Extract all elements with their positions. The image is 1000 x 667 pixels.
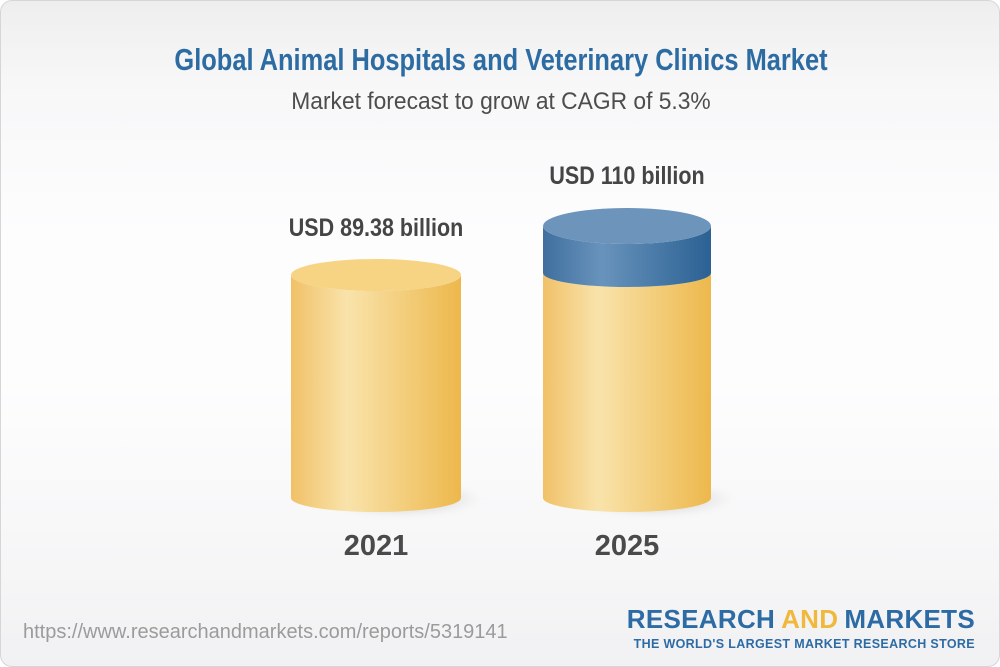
logo-word-and: AND: [781, 604, 839, 634]
source-url: https://www.researchandmarkets.com/repor…: [23, 621, 508, 643]
logo-word-markets: MARKETS: [844, 604, 975, 634]
value-label-2021: USD 89.38 billion: [288, 214, 464, 242]
category-label-2021: 2021: [343, 530, 409, 562]
logo-wordmark: RESEARCH AND MARKETS: [627, 604, 975, 635]
cylinder-2025-base-segment: [543, 273, 711, 512]
logo-word-research: RESEARCH: [626, 604, 776, 634]
researchandmarkets-logo: RESEARCH AND MARKETS THE WORLD'S LARGEST M…: [627, 604, 975, 651]
chart-subtitle: Market forecast to grow at CAGR of 5.3%: [291, 88, 711, 115]
category-label-2025: 2025: [594, 530, 660, 562]
cylinder-2025-growth-segment: [543, 226, 711, 287]
cylinder-bar-2025: [543, 208, 711, 512]
value-label-2025: USD 110 billion: [549, 162, 705, 190]
cylinder-bar-2021: [291, 259, 461, 512]
chart-title: Global Animal Hospitals and Veterinary C…: [174, 42, 828, 77]
logo-tagline: THE WORLD'S LARGEST MARKET RESEARCH STOR…: [633, 637, 975, 651]
